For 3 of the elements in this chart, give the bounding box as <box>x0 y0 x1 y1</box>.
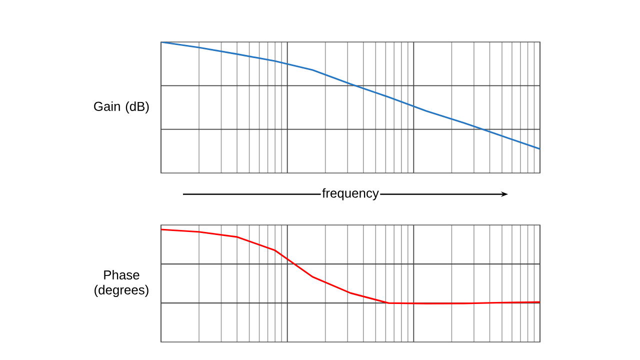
y-axis-title: Gain (dB) <box>94 101 149 114</box>
x-axis-title: frequency <box>322 188 379 200</box>
y-axis-title: Phase (degrees) <box>94 270 148 298</box>
